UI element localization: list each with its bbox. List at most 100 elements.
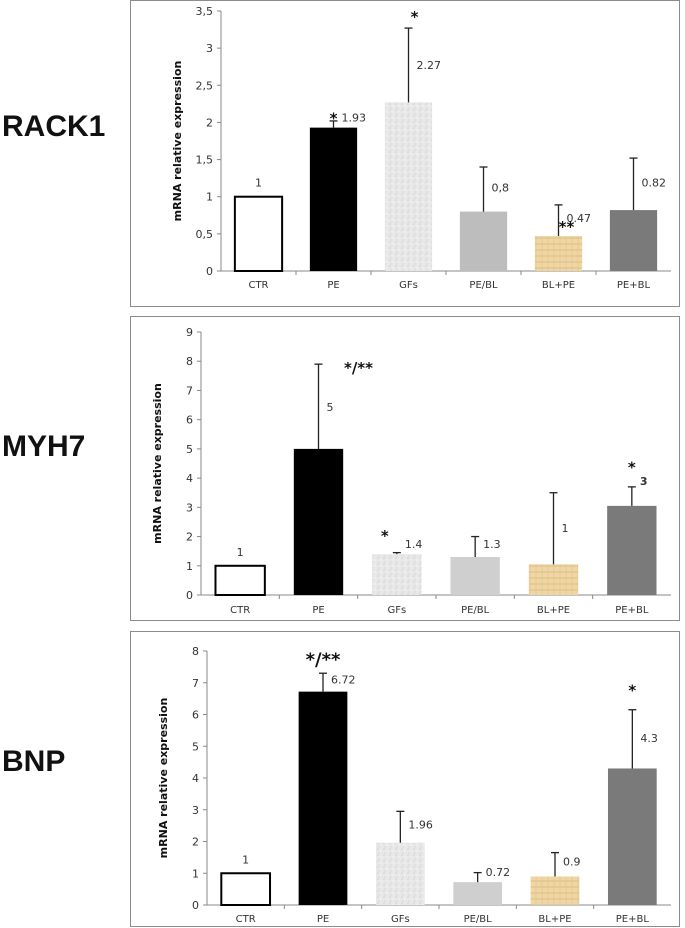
x-tick-label: CTR: [230, 605, 250, 616]
bar-ctr: [214, 564, 266, 596]
y-tick-label: 0: [186, 589, 193, 602]
chart-bnp: 0 1 2 3 4 5 6 7 8 mRNA relative expression 1 CTR 6.7…: [157, 645, 671, 925]
bar-pe-bl: [607, 768, 657, 905]
x-tick-label: GFs: [391, 914, 410, 925]
significance-marker: *: [330, 110, 338, 128]
gene-label-bnp: BNP: [2, 745, 66, 778]
y-tick-label: 0: [192, 899, 199, 912]
y-tick-label: 9: [186, 326, 193, 339]
significance-marker: *: [381, 527, 389, 545]
value-label: 6.72: [331, 673, 356, 686]
value-label: 0,8: [492, 182, 510, 195]
value-label: 2.27: [417, 59, 442, 72]
value-label: 4.3: [640, 732, 658, 745]
value-label: 0.72: [486, 866, 511, 879]
bar-pe-bl: [607, 505, 657, 595]
bar-pe-bl: [450, 557, 500, 595]
y-tick-label: 1,5: [196, 154, 214, 167]
x-tick-label: CTR: [248, 280, 268, 291]
y-tick-label: 1: [192, 867, 199, 880]
value-label: 0.9: [563, 856, 581, 869]
value-label: 0.82: [642, 177, 667, 190]
significance-marker: *: [628, 458, 636, 476]
bar-gfs: [384, 102, 433, 271]
x-tick-label: PE+BL: [615, 605, 649, 616]
gene-label-rack1: RACK1: [2, 110, 106, 143]
y-tick-label: 2: [192, 836, 199, 849]
bar-gfs: [375, 842, 425, 905]
y-tick-label: 6: [192, 709, 199, 722]
value-label: 1.3: [483, 538, 501, 551]
y-tick-label: 6: [186, 414, 193, 427]
y-tick-label: 2: [186, 531, 193, 544]
y-tick-label: 8: [186, 355, 193, 368]
significance-marker: **: [559, 218, 575, 236]
x-tick-label: PE/BL: [461, 605, 490, 616]
chart-myh7: 0 1 2 3 4 5 6 7 8 9 mRNA relative expression 1 CTR 5 P…: [151, 326, 671, 616]
bar-bl-pe: [530, 876, 580, 905]
y-axis-label: mRNA relative expression: [171, 61, 184, 222]
x-tick-label: BL+PE: [538, 914, 571, 925]
y-tick-label: 3,5: [196, 5, 214, 18]
y-tick-label: 1: [186, 560, 193, 573]
x-tick-label: PE+BL: [616, 914, 650, 925]
x-tick-label: PE/BL: [469, 280, 498, 291]
x-tick-label: BL+PE: [537, 605, 570, 616]
value-label: 1.4: [405, 538, 423, 551]
x-tick-label: PE/BL: [464, 914, 493, 925]
significance-marker: */**: [344, 359, 373, 377]
gene-label-myh7: MYH7: [2, 430, 86, 463]
y-tick-label: 1: [206, 191, 213, 204]
chart-panel-myh7: 0 1 2 3 4 5 6 7 8 9 mRNA relative expression 1 CTR 5 P…: [130, 316, 680, 621]
bar-bl-pe: [528, 564, 579, 595]
y-tick-label: 7: [192, 677, 199, 690]
value-label: 0.47: [567, 212, 592, 225]
x-tick-label: GFs: [399, 280, 418, 291]
y-tick-label: 8: [192, 645, 199, 658]
x-tick-label: PE: [312, 605, 324, 616]
bar-pe-bl: [609, 210, 658, 271]
y-tick-label: 0,5: [196, 228, 214, 241]
bar-pe-bl: [459, 211, 508, 271]
chart-rack1: 0 0,5 1 1,5 2 2,5 3 3,5 mRNA relative expression…: [171, 5, 671, 291]
y-axis-label: mRNA relative expression: [157, 698, 170, 859]
y-tick-label: 4: [186, 472, 193, 485]
x-tick-label: GFs: [387, 605, 406, 616]
significance-marker: *: [411, 8, 419, 26]
x-tick-label: PE+BL: [617, 280, 651, 291]
y-axis-label: mRNA relative expression: [151, 383, 164, 544]
value-label: 1: [562, 522, 569, 535]
y-tick-label: 0: [206, 265, 213, 278]
value-label: 1: [255, 177, 262, 190]
value-label: 1.96: [408, 819, 433, 832]
y-tick-label: 7: [186, 384, 193, 397]
y-tick-label: 2,5: [196, 79, 214, 92]
value-label: 5: [327, 401, 334, 414]
value-label: 1: [237, 546, 244, 559]
bar-ctr: [220, 872, 272, 906]
bar-pe: [298, 691, 348, 905]
value-label: 1.93: [342, 112, 367, 125]
y-tick-label: 4: [192, 772, 199, 785]
y-tick-label: 5: [186, 443, 193, 456]
y-tick-label: 3: [186, 501, 193, 514]
bar-pe: [293, 448, 344, 595]
bar-pe: [309, 127, 358, 271]
x-tick-label: PE: [327, 280, 339, 291]
y-tick-label: 2: [206, 116, 213, 129]
value-label: 3: [640, 475, 648, 488]
x-tick-label: CTR: [236, 914, 256, 925]
x-tick-label: PE: [317, 914, 329, 925]
bar-bl-pe: [534, 236, 583, 271]
bar-gfs: [372, 554, 422, 595]
x-tick-label: BL+PE: [542, 280, 575, 291]
y-tick-label: 3: [192, 804, 199, 817]
y-tick-label: 3: [206, 42, 213, 55]
chart-panel-bnp: 0 1 2 3 4 5 6 7 8 mRNA relative expression 1 CTR 6.7…: [130, 631, 680, 927]
bar-ctr: [233, 195, 284, 272]
value-label: 1: [242, 853, 249, 866]
bar-pe-bl: [453, 882, 503, 905]
significance-marker: *: [628, 681, 636, 699]
significance-marker: */**: [306, 649, 341, 670]
y-tick-label: 5: [192, 740, 199, 753]
